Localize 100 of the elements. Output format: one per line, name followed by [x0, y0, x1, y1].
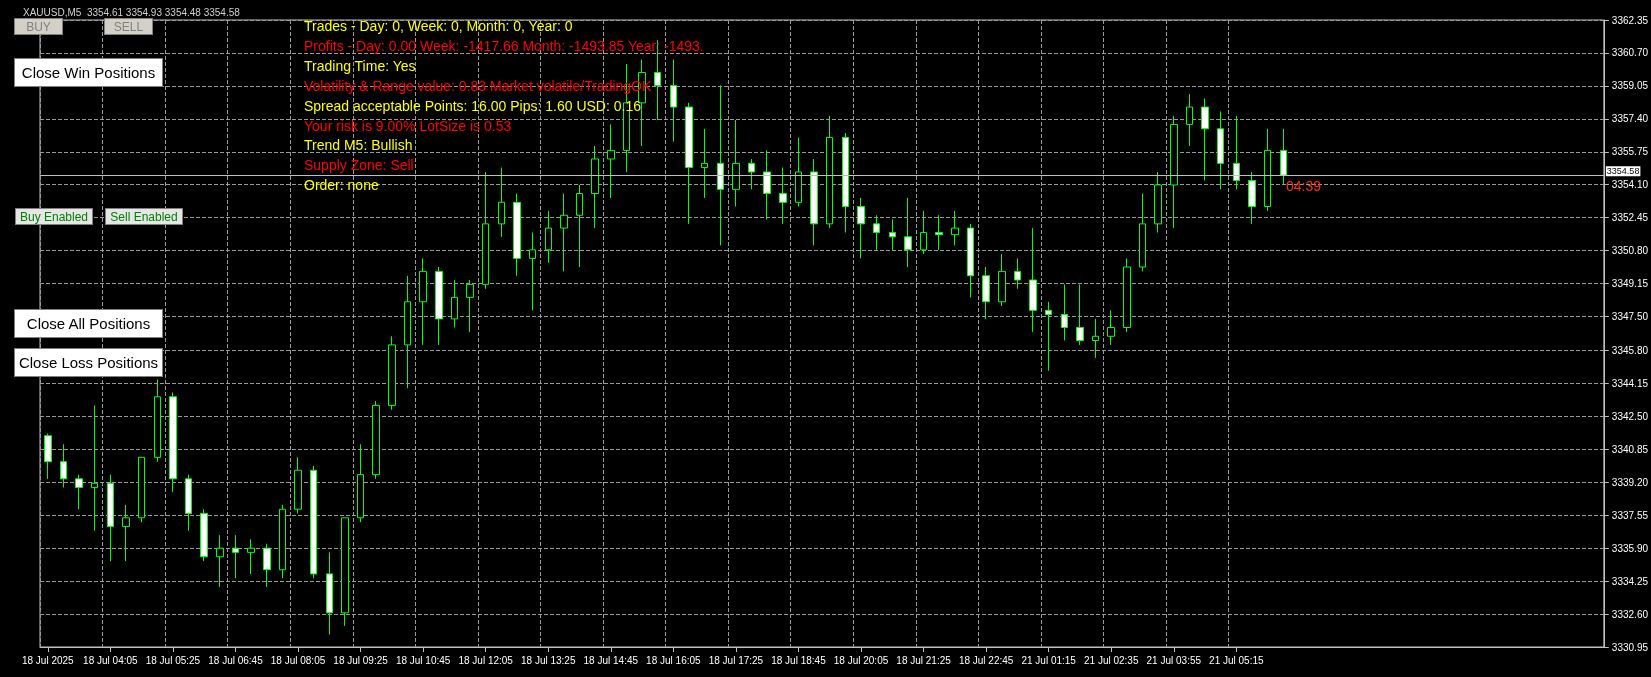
x-tick-label: 18 Jul 17:25: [708, 654, 764, 666]
x-tick-label: 18 Jul 04:05: [83, 654, 139, 666]
candlestick: [263, 543, 271, 588]
candlestick: [826, 115, 833, 229]
x-tick-label: 18 Jul 09:25: [333, 654, 389, 666]
candlestick: [216, 534, 224, 588]
y-tick-label: 3334.25: [1611, 575, 1649, 587]
x-tick-label: 18 Jul 16:05: [646, 654, 702, 666]
candlestick: [560, 193, 568, 272]
candlestick: [435, 266, 443, 346]
x-tick-label: 21 Jul 05:15: [1209, 654, 1265, 666]
ref-line-label: 3354.58: [1606, 166, 1640, 177]
candlestick: [685, 102, 693, 225]
candlestick: [1201, 97, 1209, 182]
x-tick-label: 18 Jul 12:05: [458, 654, 514, 666]
candlestick: [44, 433, 52, 480]
candlestick: [1045, 301, 1052, 372]
candlestick: [1154, 171, 1162, 233]
candlestick: [185, 474, 192, 532]
candlestick: [1264, 128, 1271, 212]
candlestick: [717, 85, 724, 246]
candlestick: [357, 443, 364, 523]
candlestick: [372, 400, 380, 480]
annotation: Supply Zone: Sell: [304, 156, 414, 175]
candlestick: [107, 474, 114, 562]
x-tick-label: 21 Jul 01:15: [1021, 654, 1077, 666]
y-tick-label: 3340.85: [1611, 443, 1649, 455]
y-tick-label: 3357.40: [1611, 113, 1649, 125]
x-tick-label: 18 Jul 2025: [21, 654, 75, 666]
candlestick: [763, 149, 771, 220]
y-tick-label: 3335.90: [1611, 542, 1649, 554]
y-tick-label: 3354.10: [1611, 179, 1649, 191]
candlestick: [482, 171, 489, 290]
candlestick: [1029, 227, 1037, 333]
x-tick-label: 21 Jul 02:35: [1083, 654, 1139, 666]
y-tick-label: 3344.15: [1611, 377, 1649, 389]
candlestick: [326, 551, 333, 636]
candlestick: [982, 266, 990, 320]
candlestick: [341, 517, 349, 627]
candlestick: [451, 279, 458, 329]
candlestick: [60, 443, 67, 488]
candlestick: [1233, 115, 1240, 190]
candlestick: [498, 167, 505, 238]
annotation: Trades - Day: 0, Week: 0, Month: 0, Year: 0: [304, 17, 573, 35]
candlestick: [857, 197, 865, 259]
y-tick-label: 3360.70: [1611, 47, 1649, 59]
candlestick: [545, 210, 552, 264]
candlestick: [388, 335, 396, 411]
x-tick-label: 18 Jul 18:45: [771, 654, 827, 666]
candlestick: [91, 404, 98, 532]
chart-title: XAUUSD,M5 3354.61 3354.93 3354.48 3354.58: [23, 6, 241, 18]
close-button: Close All Positions: [14, 309, 163, 338]
annotation: Your risk is 9.00% LotSize is 0.53: [304, 116, 512, 135]
candlestick: [998, 253, 1006, 307]
candlestick: [1186, 93, 1193, 147]
x-tick-label: 18 Jul 22:45: [958, 654, 1014, 666]
candlestick: [1123, 257, 1131, 333]
x-tick-label: 18 Jul 14:45: [583, 654, 639, 666]
candlestick: [404, 275, 411, 389]
candlestick: [1107, 309, 1115, 346]
y-tick-label: 3347.50: [1611, 311, 1649, 323]
x-tick-label: 18 Jul 21:25: [896, 654, 952, 666]
candlestick: [1248, 171, 1256, 225]
x-tick-label: 18 Jul 20:05: [833, 654, 889, 666]
candlestick: [169, 391, 177, 493]
y-tick-label: 3349.15: [1611, 278, 1649, 290]
candlestick: [1217, 110, 1224, 190]
toggle-button: SELL: [104, 18, 153, 35]
y-tick-label: 3342.50: [1611, 410, 1649, 422]
x-tick-label: 18 Jul 06:45: [208, 654, 264, 666]
candlestick: [967, 223, 974, 298]
candlestick: [795, 136, 802, 207]
candlestick: [1061, 283, 1068, 341]
candlestick: [842, 132, 849, 233]
candlestick: [889, 218, 896, 251]
candlestick: [310, 465, 317, 579]
x-tick-label: 18 Jul 13:25: [521, 654, 576, 666]
candlestick: [670, 59, 677, 143]
candlestick: [1092, 318, 1099, 359]
candlestick: [904, 197, 912, 268]
candlestick: [1280, 128, 1287, 186]
candlestick: [920, 210, 927, 255]
y-tick-label: 3355.75: [1611, 146, 1649, 158]
candlestick: [1170, 115, 1178, 229]
annotation: Trend M5: Bullish: [304, 136, 413, 155]
candlestick: [232, 534, 239, 579]
candlestick: [154, 378, 161, 463]
candlestick: [935, 214, 943, 251]
candlestick: [279, 504, 286, 579]
candlestick: [732, 119, 740, 207]
close-button: Close Loss Positions: [14, 348, 163, 377]
annotation: Trading Time: Yes: [304, 56, 416, 75]
candlestick: [1014, 257, 1021, 290]
y-tick-label: 3339.20: [1611, 476, 1649, 488]
candlestick: [513, 193, 521, 277]
x-tick-label: 18 Jul 10:45: [395, 654, 451, 666]
y-tick-label: 3330.95: [1611, 641, 1649, 653]
candlestick: [122, 504, 130, 562]
y-tick-label: 3359.05: [1611, 80, 1649, 92]
candlestick: [138, 456, 145, 523]
